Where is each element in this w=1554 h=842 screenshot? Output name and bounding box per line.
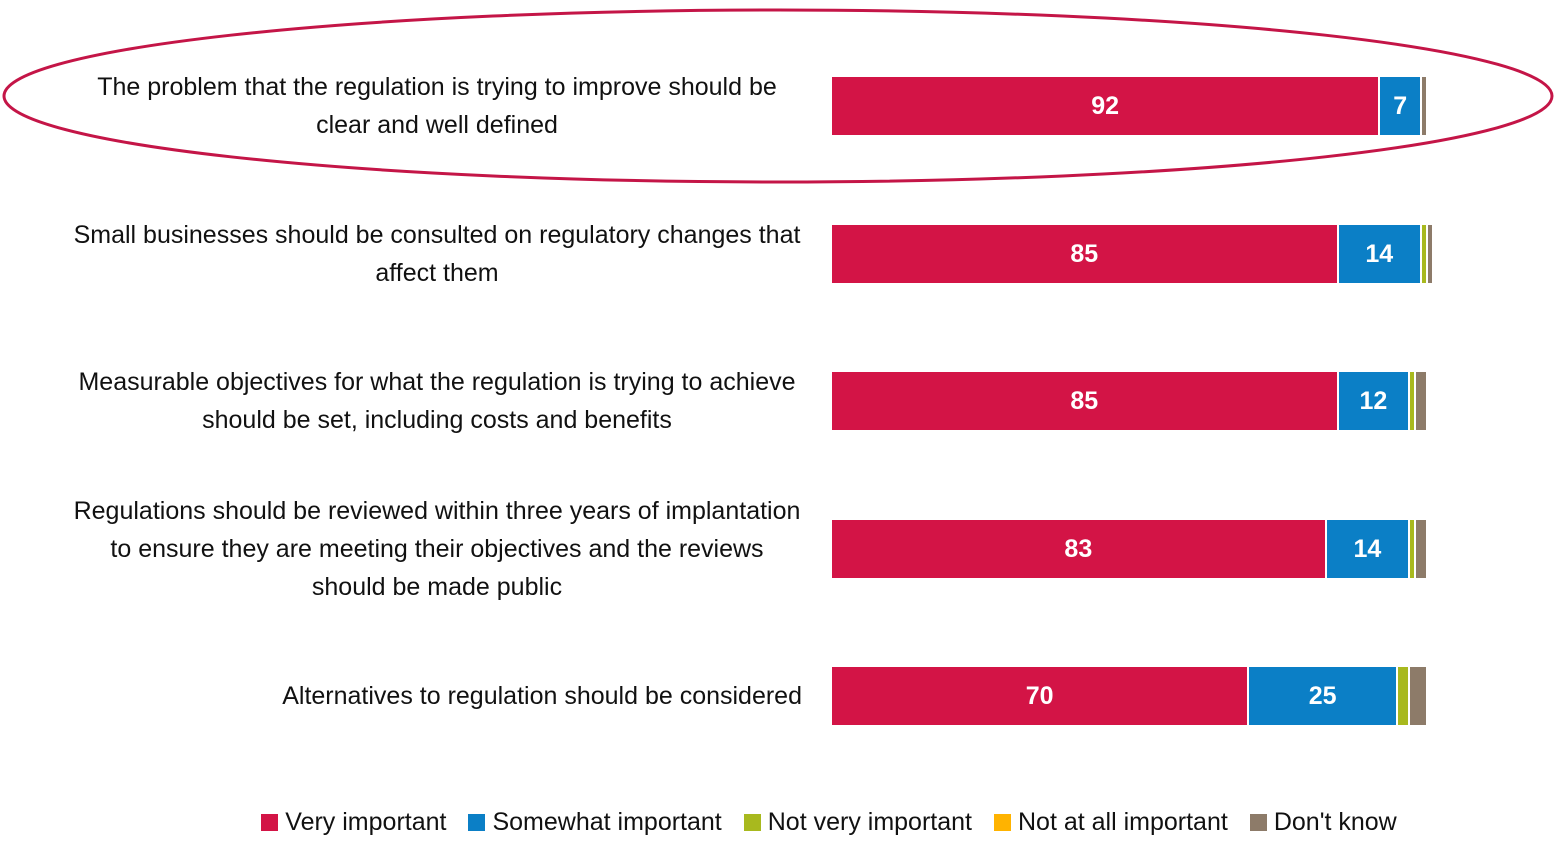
data-label: 85 — [1070, 239, 1099, 268]
legend-label: Very important — [285, 808, 447, 836]
category-label-box: Regulations should be reviewed within th… — [62, 489, 802, 609]
category-label: Alternatives to regulation should be con… — [282, 682, 802, 710]
bar-segment: 70 — [832, 667, 1250, 725]
legend-item: Don't know — [1249, 808, 1397, 837]
bar-segment — [1410, 372, 1417, 430]
legend-swatch — [1249, 814, 1267, 831]
legend-swatch — [261, 814, 279, 831]
category-label: Measurable objectives for what the regul… — [78, 368, 796, 434]
data-label: 14 — [1353, 534, 1382, 563]
data-label: 70 — [1025, 681, 1054, 710]
data-label: 85 — [1070, 386, 1099, 415]
legend-label: Somewhat important — [492, 808, 722, 836]
bar-segment: 25 — [1249, 667, 1399, 725]
bar-segment — [1428, 225, 1434, 283]
bar-segment: 7 — [1380, 77, 1423, 135]
bar-segment — [1410, 667, 1428, 725]
category-label: Small businesses should be consulted on … — [73, 221, 801, 287]
category-label-box: The problem that the regulation is tryin… — [62, 46, 802, 166]
bar-segment: 14 — [1338, 225, 1423, 283]
legend-label: Don't know — [1273, 808, 1397, 836]
bar-segment: 85 — [832, 225, 1339, 283]
bar-segment — [1416, 520, 1428, 578]
data-label: 14 — [1365, 239, 1394, 268]
legend-item: Not very important — [743, 808, 972, 837]
bar-segment: 12 — [1338, 372, 1411, 430]
category-label-box: Measurable objectives for what the regul… — [62, 341, 802, 461]
category-label: The problem that the regulation is tryin… — [97, 73, 777, 139]
data-label: 7 — [1393, 91, 1408, 120]
bar-segment — [1416, 372, 1428, 430]
bar-segment: 92 — [832, 77, 1381, 135]
legend-item: Not at all important — [994, 808, 1228, 837]
legend-item: Very important — [261, 808, 446, 837]
bar-segment — [1398, 667, 1411, 725]
bar-segment: 85 — [832, 372, 1339, 430]
category-label-box: Alternatives to regulation should be con… — [62, 636, 802, 756]
category-label: Regulations should be reviewed within th… — [73, 497, 801, 601]
legend-swatch — [994, 814, 1011, 831]
legend-item: Somewhat important — [468, 808, 722, 837]
legend: Very important Somewhat important Not very… — [0, 808, 1554, 837]
bar-segment — [1422, 225, 1428, 283]
bar-segment: 14 — [1326, 520, 1411, 578]
highlight-ellipse — [2, 8, 1554, 184]
bar-segment: 83 — [832, 520, 1327, 578]
data-label: 12 — [1359, 386, 1388, 415]
legend-label: Not at all important — [1018, 808, 1228, 836]
legend-swatch — [468, 814, 486, 831]
category-label-box: Small businesses should be consulted on … — [62, 194, 802, 314]
data-label: 25 — [1308, 681, 1337, 710]
legend-swatch — [743, 814, 761, 831]
bar-segment — [1410, 520, 1417, 578]
data-label: 83 — [1064, 534, 1093, 563]
bar-segment — [1422, 77, 1428, 135]
legend-label: Not very important — [767, 808, 972, 836]
data-label: 92 — [1091, 91, 1120, 120]
